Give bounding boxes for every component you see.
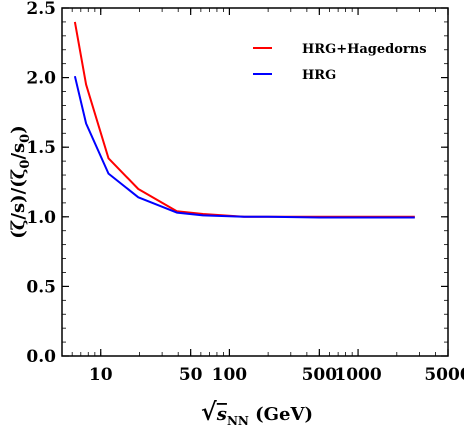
y-tick-label: 1.5 — [26, 138, 56, 158]
axis-labels: (ζ/s)/(ζ0/s0) √sNN (GeV) — [8, 125, 313, 428]
y-axis-label-part: /s — [8, 143, 29, 160]
series-layer — [73, 21, 415, 219]
x-axis-label-unit: (GeV) — [249, 404, 313, 425]
y-tick-label: 0.5 — [26, 277, 56, 297]
x-tick-label: 500 — [302, 365, 338, 385]
y-axis-label-sub: 0 — [18, 160, 33, 169]
plot-frame — [61, 7, 449, 357]
y-tick-label: 0.0 — [26, 347, 56, 367]
x-tick-label: 100 — [212, 365, 248, 385]
y-axis-label: (ζ/s)/(ζ0/s0) — [8, 125, 33, 239]
x-tick-label: 1000 — [334, 365, 381, 385]
legend: HRG+Hagedorns HRG — [253, 42, 427, 83]
y-axis-label-sub: 0 — [18, 134, 33, 143]
series-line-hrg — [73, 75, 415, 219]
x-axis-label-sub: NN — [227, 414, 249, 428]
legend-label: HRG — [302, 68, 336, 83]
legend-label: HRG+Hagedorns — [302, 42, 427, 57]
x-tick-label: 5000 — [424, 365, 464, 385]
y-tick-label: 1.0 — [26, 208, 56, 228]
y-axis-label-part: ) — [8, 125, 29, 134]
y-tick-label: 2.5 — [26, 0, 56, 19]
x-axis-label-root: √ — [201, 397, 217, 426]
y-tick-label: 2.0 — [26, 69, 56, 89]
x-axis-label: √sNN (GeV) — [201, 397, 313, 428]
x-tick-label: 50 — [179, 365, 203, 385]
y-axis-label-part: (ζ/s)/(ζ — [8, 169, 29, 239]
x-tick-label: 10 — [89, 365, 113, 385]
x-axis-label-s: s — [216, 404, 227, 425]
